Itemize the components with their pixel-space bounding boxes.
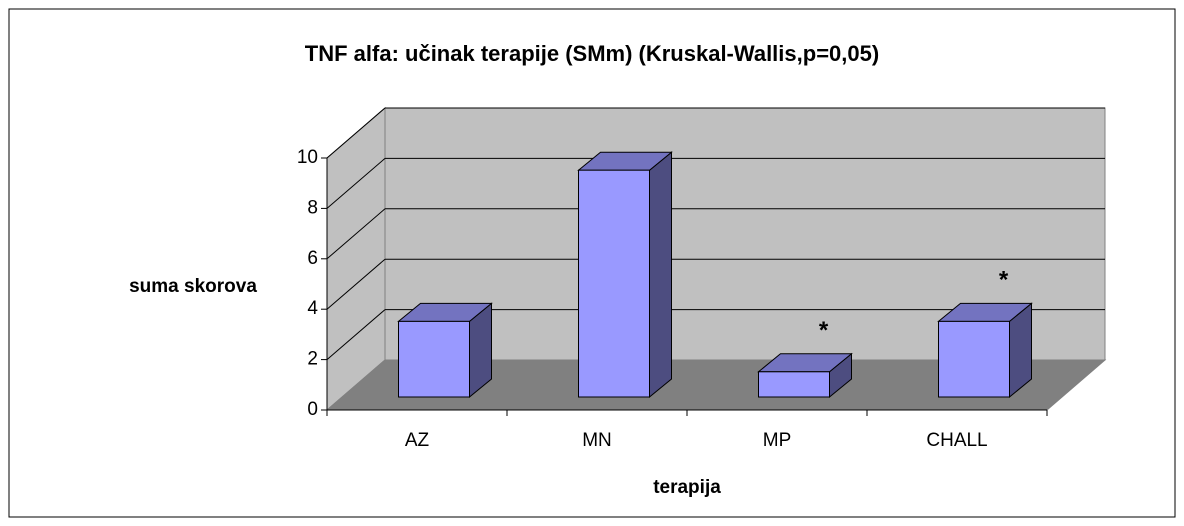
- y-tick-label: 4: [307, 298, 318, 319]
- side-wall: [326, 106, 386, 412]
- x-tick-label: MP: [763, 430, 792, 451]
- bar-side: [649, 151, 672, 399]
- y-tick-label: 2: [307, 349, 318, 370]
- chart-title: TNF alfa: učinak terapije (SMm) (Kruskal…: [305, 41, 879, 66]
- grid-line: [326, 258, 386, 310]
- y-tick-label: 8: [307, 197, 318, 218]
- bar: [938, 320, 1010, 398]
- x-tick-label: AZ: [405, 430, 430, 451]
- y-tick-label: 0: [307, 399, 318, 420]
- grid-line: [326, 158, 386, 209]
- grid-line: [326, 107, 386, 159]
- x-tick-label: CHALL: [926, 430, 987, 451]
- bar: [398, 320, 470, 398]
- grid-line: [326, 309, 386, 360]
- annotation: *: [999, 267, 1009, 294]
- bar: [578, 169, 650, 398]
- x-tick-label: MN: [582, 430, 612, 451]
- y-tick-label: 10: [297, 147, 318, 168]
- y-axis-label: suma skorova: [129, 276, 257, 297]
- grid-line: [326, 208, 386, 260]
- annotation: *: [819, 317, 829, 344]
- y-tick-label: 6: [307, 248, 318, 269]
- x-axis-label: terapija: [653, 477, 721, 498]
- bar: [758, 371, 830, 398]
